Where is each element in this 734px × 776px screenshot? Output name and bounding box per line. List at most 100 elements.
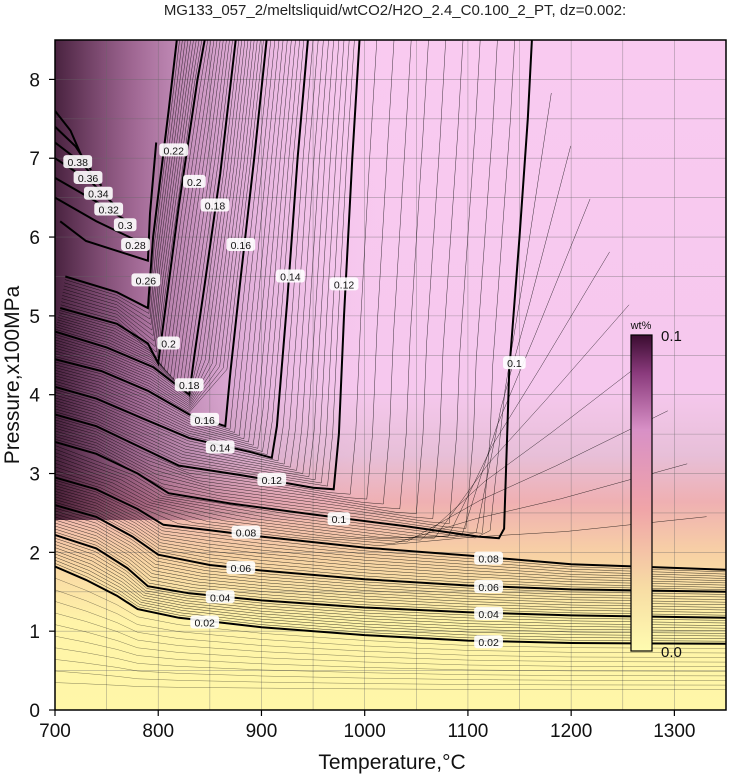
contour-label: 0.36 [78,173,99,185]
contour-label-box [474,635,503,649]
minor-contour-line [55,496,726,586]
minor-contour-line [55,636,726,672]
minor-contour-line [55,357,649,541]
minor-contour-line [55,624,726,667]
contour-label: 0.04 [210,592,231,604]
y-tick-label: 8 [29,70,40,91]
minor-contour-line [55,145,571,539]
minor-contour-line [55,40,340,477]
minor-contour-line [62,40,191,337]
contour-label-box [474,580,503,594]
contour-label-box [131,273,161,287]
minor-contour-line [55,40,296,449]
minor-contour-line [57,40,224,383]
minor-contour-line [55,40,319,465]
y-axis-label: Pressure,x100MPa [1,285,24,464]
contour-label: 0.12 [334,279,355,291]
minor-contour-line [55,547,726,629]
minor-contour-line [55,40,324,468]
contour-label-box [503,356,526,370]
contour-label-box [190,412,220,426]
minor-contour-line [55,40,429,510]
minor-contour-line [55,40,272,430]
contour-label-box [190,615,220,629]
minor-contour-line [55,589,726,654]
minor-contour-line [55,251,610,538]
y-tick-label: 2 [29,543,40,564]
minor-contour-line [55,40,481,524]
minor-contour-line [55,40,264,413]
minor-contour-line [55,40,230,389]
contour-line [55,110,82,155]
contour-label-box [474,551,503,565]
minor-contour-line [55,601,726,658]
minor-contour-line [55,40,446,514]
contour-label-box [83,186,113,200]
minor-contour-line [55,40,261,411]
minor-contour-line [60,40,203,359]
minor-contour-line [55,522,726,608]
contour-label: 0.16 [194,415,215,427]
contour-label: 0.26 [136,275,157,287]
contour-label-box [174,378,204,392]
contour-line [55,40,268,428]
minor-contour-line [55,559,726,639]
minor-contour-line [55,682,726,690]
minor-contour-line [55,493,726,584]
minor-contour-line [55,410,668,543]
minor-contour-line [55,553,726,634]
contour-label: 0.28 [125,240,146,252]
contour-label: 0.18 [205,201,226,213]
minor-contour-line [55,40,412,505]
minor-contour-line [55,485,726,577]
y-tick-label: 7 [29,149,40,170]
contour-label-box [231,525,261,539]
contour-label-box [205,440,235,454]
x-tick-label: 1200 [550,721,592,742]
contour-label: 0.1 [507,358,522,370]
contour-label: 0.34 [88,189,109,201]
y-tick-label: 0 [29,701,40,722]
minor-contour-line [59,40,209,368]
minor-contour-line [55,525,726,611]
contour-label: 0.06 [478,582,499,594]
contour-label: 0.14 [280,271,301,283]
x-axis-label: Temperature,°C [318,751,465,774]
contour-line [55,40,361,491]
minor-contour-line [55,491,726,581]
minor-contour-line [55,198,591,538]
minor-contour-line [55,499,726,588]
contour-line [55,196,139,242]
contour-label-box [159,143,189,157]
contour-label-box [157,336,180,350]
minor-contour-line [57,40,221,380]
contour-label-box [113,218,137,232]
minor-contour-line [55,544,726,626]
grid-lines [55,40,726,710]
contour-labels: 0.02 0.02 0.04 0.04 0.06 0.06 0.08 0.08 0.1 0.1 0.… [63,143,526,649]
minor-contour-line [55,304,630,539]
contour-line [59,142,158,263]
minor-contour-line [63,40,189,331]
minor-contour-line [55,40,276,433]
contour-label: 0.18 [179,380,200,392]
colorbar: wt% 0.1 0.0 [630,320,682,661]
contour-line [55,40,309,460]
minor-contour-line [55,40,240,398]
minor-contour-line [55,40,233,393]
x-tick-label: 1100 [447,721,488,742]
contour-label: 0.14 [210,443,231,455]
contour-label-box [200,198,230,212]
x-tick-label: 800 [142,721,174,742]
minor-contour-line [55,550,726,632]
contour-line [59,40,206,367]
minor-contour-line [55,40,329,471]
minor-contour-line [62,40,194,342]
x-tick-label: 1300 [653,721,695,742]
minor-contour-line [55,40,334,474]
contour-label-box [257,472,287,486]
minor-contour-line [61,40,200,353]
x-tick-label: 700 [39,721,71,742]
contour-label: 0.16 [231,240,252,252]
